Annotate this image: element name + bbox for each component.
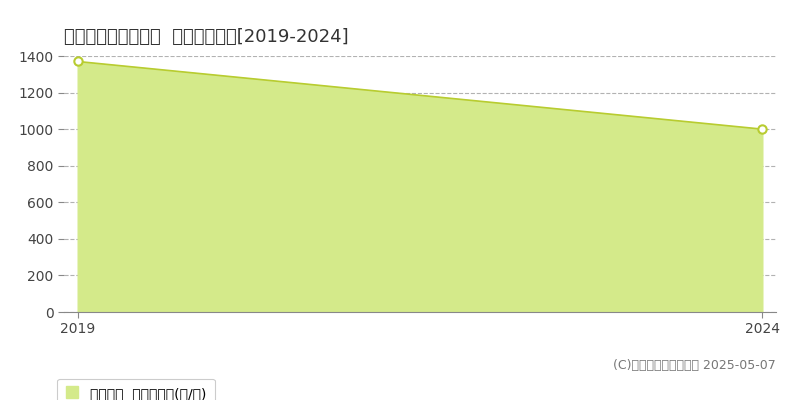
Legend: 農地価格  平均坪単価(円/坪): 農地価格 平均坪単価(円/坪) [57, 379, 215, 400]
Text: (C)土地価格ドットコム 2025-05-07: (C)土地価格ドットコム 2025-05-07 [614, 359, 776, 372]
Text: 栃木市大平町下皆川  農地価格推移[2019-2024]: 栃木市大平町下皆川 農地価格推移[2019-2024] [64, 28, 349, 46]
